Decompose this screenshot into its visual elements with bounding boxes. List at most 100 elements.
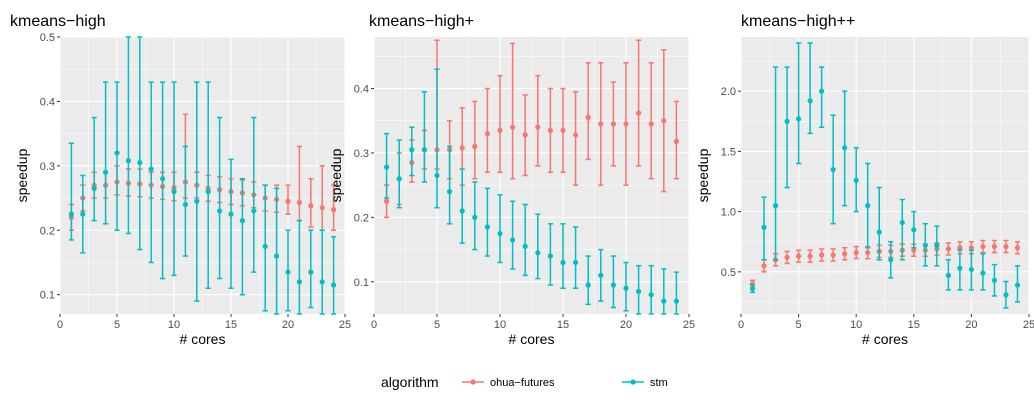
data-point: [396, 176, 402, 182]
data-point: [911, 247, 917, 253]
y-tick-label: 0.2: [354, 212, 369, 224]
data-point: [274, 253, 280, 259]
data-point: [842, 251, 848, 257]
y-tick-label: 0.1: [354, 277, 369, 289]
x-axis-label: # cores: [862, 331, 908, 347]
data-point: [484, 224, 490, 230]
data-point: [636, 110, 642, 116]
panel-title: kmeans−high+: [369, 13, 474, 30]
data-point: [285, 198, 291, 204]
legend-title: algorithm: [381, 374, 439, 390]
x-tick-label: 25: [683, 319, 695, 331]
y-tick-label: 0.3: [40, 161, 55, 173]
x-tick-label: 15: [557, 319, 569, 331]
x-tick-label: 10: [168, 319, 180, 331]
data-point: [228, 211, 234, 217]
y-tick-label: 0.4: [354, 84, 369, 96]
data-point: [217, 208, 223, 214]
data-point: [673, 138, 680, 144]
x-tick-label: 20: [620, 319, 632, 331]
data-point: [807, 253, 813, 259]
data-point: [911, 227, 917, 233]
x-tick-label: 10: [850, 319, 862, 331]
data-point: [784, 254, 790, 260]
panel-2: 0 5 10 15 20 25 0.1 0.2 0.3 0.4 kmeans−high+ # core…: [328, 13, 695, 347]
data-point: [80, 211, 86, 217]
data-point: [535, 250, 541, 256]
data-point: [957, 265, 963, 271]
data-point: [623, 285, 629, 291]
data-point: [673, 298, 680, 304]
series-stm: [749, 42, 1021, 309]
data-point: [421, 147, 427, 153]
data-point: [772, 203, 779, 209]
data-point: [980, 270, 986, 276]
data-point: [853, 177, 859, 183]
data-point: [991, 243, 998, 250]
data-point: [68, 211, 74, 217]
data-point: [1014, 245, 1021, 251]
data-point: [384, 198, 390, 204]
x-tick-label: 0: [738, 319, 744, 331]
legend-key-point: [470, 379, 476, 385]
data-point: [945, 246, 951, 252]
series-stm: [68, 36, 337, 315]
data-point: [91, 185, 97, 191]
panel-title: kmeans−high: [10, 13, 106, 30]
data-point: [125, 158, 131, 164]
data-point: [497, 127, 503, 134]
x-tick-label: 15: [225, 319, 237, 331]
data-point: [636, 288, 642, 295]
x-tick-label: 25: [339, 319, 351, 331]
panel-3: 0 5 10 15 20 25 0.5 1.0 1.5 2.0 kmeans−high++ # cor…: [695, 13, 1034, 347]
y-axis-label: speedup: [14, 148, 30, 202]
data-point: [296, 199, 302, 206]
data-point: [205, 189, 211, 195]
data-point: [331, 282, 337, 288]
x-tick-label: 25: [1023, 319, 1034, 331]
x-tick-label: 5: [796, 319, 802, 331]
data-point: [560, 259, 566, 266]
data-point: [573, 259, 579, 266]
data-point: [585, 114, 591, 121]
data-point: [796, 116, 802, 122]
data-point: [239, 217, 245, 224]
data-point: [598, 121, 604, 127]
data-point: [830, 166, 836, 173]
legend: algorithm ohua−futures stm: [381, 374, 668, 390]
data-point: [598, 272, 604, 278]
data-point: [319, 205, 325, 211]
data-point: [573, 132, 579, 138]
panel-1: 0 5 10 15 20 25 0.1 0.2 0.3 0.4 0.5 kmeans−high # co…: [10, 13, 351, 347]
data-point: [922, 242, 928, 248]
data-point: [251, 208, 257, 214]
data-point: [547, 127, 554, 134]
data-point: [560, 127, 566, 134]
data-point: [103, 169, 109, 175]
legend-label: stm: [650, 377, 668, 389]
x-tick-label: 0: [371, 319, 377, 331]
data-point: [957, 245, 963, 251]
data-point: [610, 282, 617, 288]
y-tick-label: 0.2: [40, 225, 55, 237]
data-point: [497, 230, 503, 237]
data-point: [796, 253, 802, 259]
data-point: [194, 198, 200, 204]
data-point: [934, 242, 940, 248]
data-point: [509, 237, 516, 243]
y-tick-label: 0.5: [721, 267, 736, 279]
data-point: [384, 164, 390, 170]
y-tick-label: 2.0: [721, 86, 736, 98]
data-point: [610, 121, 617, 127]
data-point: [749, 286, 756, 292]
data-point: [171, 189, 177, 195]
data-point: [991, 277, 998, 283]
data-point: [262, 243, 268, 249]
data-point: [522, 243, 528, 249]
y-tick-label: 0.4: [40, 96, 55, 108]
data-point: [865, 203, 871, 209]
x-tick-label: 20: [965, 319, 977, 331]
x-axis-label: # cores: [509, 331, 555, 347]
data-point: [876, 229, 882, 235]
